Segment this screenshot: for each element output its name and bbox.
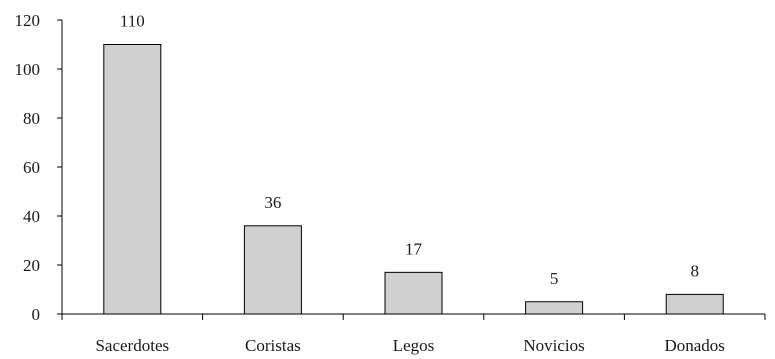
y-tick-label: 100 <box>15 60 41 79</box>
data-label: 8 <box>690 261 699 280</box>
data-label: 5 <box>550 269 559 288</box>
bar <box>243 225 302 315</box>
x-tick-label: Novicios <box>523 336 584 355</box>
y-tick-label: 120 <box>15 11 41 30</box>
data-labels: 110 36 17 5 8 <box>120 12 699 288</box>
bar <box>665 293 724 315</box>
y-tick-label: 80 <box>23 109 40 128</box>
data-label: 36 <box>264 193 281 212</box>
y-axis: 0 20 40 60 80 100 120 <box>15 11 63 324</box>
x-tick-label: Legos <box>393 336 435 355</box>
bar <box>525 301 584 315</box>
bars <box>103 44 724 315</box>
y-tick-label: 60 <box>23 158 40 177</box>
bar <box>103 44 162 315</box>
bar <box>384 271 443 315</box>
y-tick-label: 40 <box>23 207 40 226</box>
x-axis: Sacerdotes Coristas Legos Novicios Donados <box>61 313 766 355</box>
y-tick-label: 0 <box>32 305 41 324</box>
data-label: 17 <box>405 239 423 258</box>
x-tick-label: Sacerdotes <box>95 336 169 355</box>
data-label: 110 <box>120 12 145 31</box>
x-tick-label: Coristas <box>245 336 301 355</box>
y-tick-label: 20 <box>23 256 40 275</box>
x-tick-label: Donados <box>664 336 724 355</box>
